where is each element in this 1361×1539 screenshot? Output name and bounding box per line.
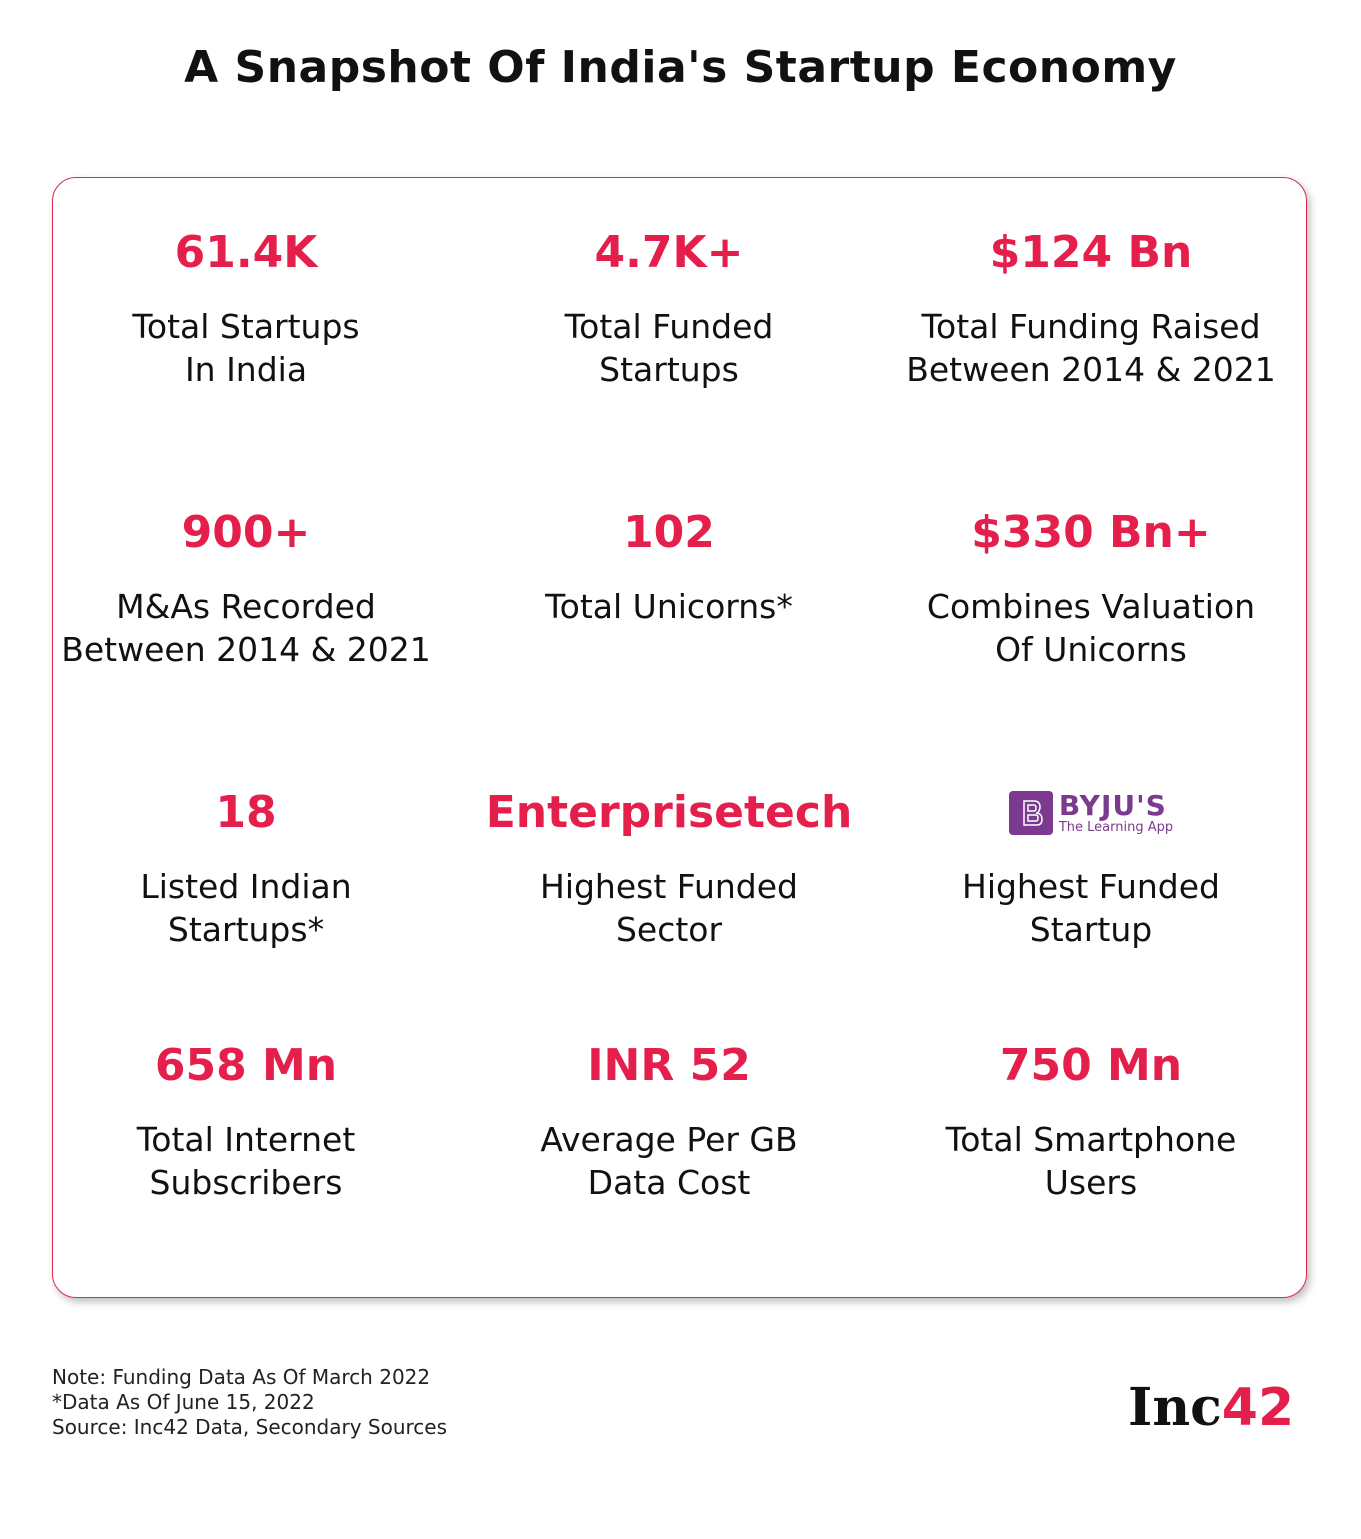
stat: 750 Mn Total Smartphone Users xyxy=(881,1036,1301,1204)
label-line: Total Startups xyxy=(132,307,360,346)
label-line: Of Unicorns xyxy=(995,630,1187,669)
stat-value: $330 Bn+ xyxy=(971,507,1211,558)
logo-name: BYJU'S xyxy=(1058,788,1167,822)
stat-label: Total Unicorns* xyxy=(459,585,879,628)
stat: 658 Mn Total Internet Subscribers xyxy=(36,1036,456,1204)
stat-value: 61.4K xyxy=(174,227,318,278)
stat-label: Total Startups In India xyxy=(36,305,456,391)
logo-icon xyxy=(1008,791,1053,835)
brand-logo: Inc42 xyxy=(1128,1377,1295,1439)
stat-value: INR 52 xyxy=(587,1040,751,1091)
label-line: Data Cost xyxy=(587,1163,751,1202)
stat-label: Highest Funded Sector xyxy=(459,865,879,951)
company-logo: BYJU'S The Learning App xyxy=(881,783,1301,843)
stat: $124 Bn Total Funding Raised Between 2014 … xyxy=(881,223,1301,391)
notes: Note: Funding Data As Of March 2022 *Data… xyxy=(52,1365,447,1440)
label-line: Subscribers xyxy=(149,1163,343,1202)
stat-value: 658 Mn xyxy=(154,1040,338,1091)
label-line: Combines Valuation xyxy=(926,587,1256,626)
stat-value: 4.7K+ xyxy=(594,227,744,278)
stat-label: Highest Funded Startup xyxy=(881,865,1301,951)
stats-card: 61.4K Total Startups In India 4.7K+ Total Fu… xyxy=(52,177,1307,1298)
label-line: Total Funding Raised xyxy=(921,307,1261,346)
label-line: In India xyxy=(184,350,308,389)
stat: 18 Listed Indian Startups* xyxy=(36,783,456,951)
stat: 102 Total Unicorns* xyxy=(459,503,879,628)
logo-tagline: The Learning App xyxy=(1058,819,1174,835)
label-line: Startups xyxy=(599,350,739,389)
stat: $330 Bn+ Combines Valuation Of Unicorns xyxy=(881,503,1301,671)
label-line: M&As Recorded xyxy=(116,587,376,626)
label-line: Total Funded xyxy=(564,307,774,346)
label-line: Total Smartphone xyxy=(945,1120,1237,1159)
stat-value: 102 xyxy=(623,507,715,558)
label-line: Highest Funded xyxy=(962,867,1220,906)
stat-label: Average Per GB Data Cost xyxy=(459,1118,879,1204)
stat-value: $124 Bn xyxy=(989,227,1193,278)
stat-value: 750 Mn xyxy=(999,1040,1183,1091)
logo-glyph xyxy=(1023,800,1043,826)
label-line: Startups* xyxy=(167,910,325,949)
label-line: Total Internet xyxy=(136,1120,356,1159)
note-line: *Data As Of June 15, 2022 xyxy=(52,1390,315,1414)
stat: 4.7K+ Total Funded Startups xyxy=(459,223,879,391)
stat-value: Enterprisetech xyxy=(485,787,853,838)
stat-value: 900+ xyxy=(181,507,311,558)
stat-label: Combines Valuation Of Unicorns xyxy=(881,585,1301,671)
title: A Snapshot Of India's Startup Economy xyxy=(184,42,1177,93)
stat-label: M&As Recorded Between 2014 & 2021 xyxy=(36,585,456,671)
note-line: Note: Funding Data As Of March 2022 xyxy=(52,1365,431,1389)
label-line: Sector xyxy=(615,910,723,949)
label-line: Highest Funded xyxy=(540,867,798,906)
stat-label: Total Smartphone Users xyxy=(881,1118,1301,1204)
stat-label: Total Internet Subscribers xyxy=(36,1118,456,1204)
label-line: Users xyxy=(1044,1163,1138,1202)
stat-label: Total Funded Startups xyxy=(459,305,879,391)
brand-accent: 42 xyxy=(1221,1378,1295,1438)
stat: INR 52 Average Per GB Data Cost xyxy=(459,1036,879,1204)
stat: 61.4K Total Startups In India xyxy=(36,223,456,391)
stat-label: Total Funding Raised Between 2014 & 2021 xyxy=(881,305,1301,391)
label-line: Average Per GB xyxy=(540,1120,798,1159)
brand-text: Inc xyxy=(1128,1377,1222,1438)
label-line: Total Unicorns* xyxy=(545,587,793,626)
label-line: Listed Indian xyxy=(140,867,352,906)
label-line: Startup xyxy=(1029,910,1153,949)
stat: 900+ M&As Recorded Between 2014 & 2021 xyxy=(36,503,456,671)
logo-square xyxy=(1008,791,1053,835)
stat-value: 18 xyxy=(215,787,277,838)
stat: Enterprisetech Highest Funded Sector xyxy=(459,783,879,951)
stat: BYJU'S The Learning App Highest Funded Star… xyxy=(881,783,1301,951)
note-line: Source: Inc42 Data, Secondary Sources xyxy=(52,1415,448,1439)
logo-text: BYJU'S The Learning App xyxy=(1058,788,1174,835)
label-line: Between 2014 & 2021 xyxy=(906,350,1276,389)
label-line: Between 2014 & 2021 xyxy=(61,630,431,669)
stat-label: Listed Indian Startups* xyxy=(36,865,456,951)
